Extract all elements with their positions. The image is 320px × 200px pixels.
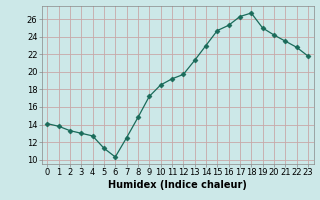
X-axis label: Humidex (Indice chaleur): Humidex (Indice chaleur): [108, 180, 247, 190]
